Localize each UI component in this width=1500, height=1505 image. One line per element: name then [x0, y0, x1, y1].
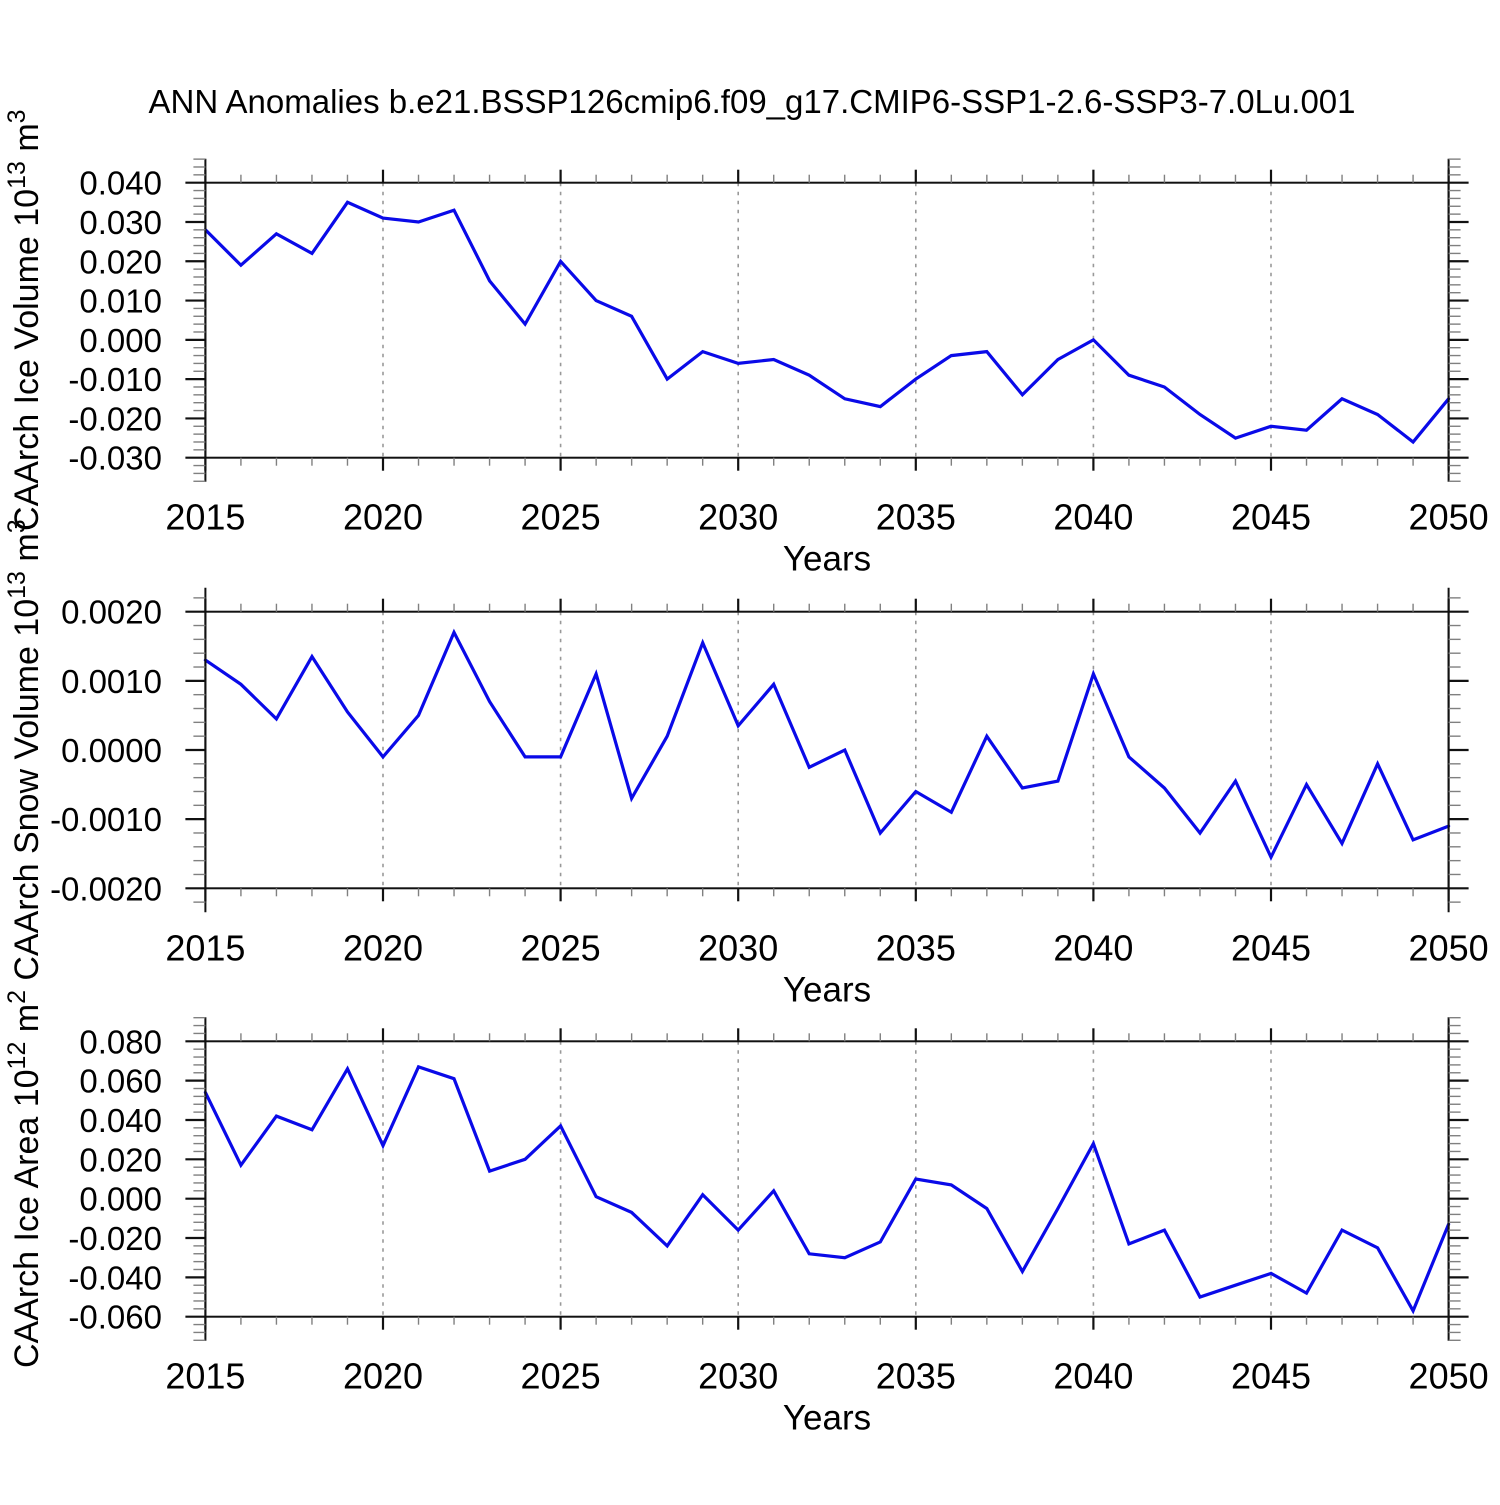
y-tick-label: 0.0000 [61, 732, 162, 769]
x-tick-label: 2015 [165, 927, 245, 968]
plot-frame [204, 181, 1450, 459]
x-tick-label: 2045 [1231, 927, 1311, 968]
y-tick-label: 0.060 [79, 1063, 162, 1100]
plot-frame [204, 610, 1450, 890]
x-tick-label: 2035 [876, 497, 956, 538]
y-tick-label: -0.030 [68, 440, 162, 477]
data-line-ice-volume [203, 200, 1451, 445]
y-tick-label: 0.0020 [61, 594, 162, 631]
x-tick-label: 2020 [343, 927, 423, 968]
x-tick-label: 2040 [1053, 927, 1133, 968]
y-tick-label: 0.030 [79, 204, 162, 241]
y-axis-title: CAArch Ice Area 1012 m2 [3, 990, 46, 1368]
y-tick-label: 0.040 [79, 1102, 162, 1139]
x-axis-title: Years [783, 1399, 871, 1438]
y-tick-label: 0.010 [79, 283, 162, 320]
y-axis-title: CAArch Ice Volume 1013 m3 [3, 109, 46, 531]
y-tick-label: 0.080 [79, 1023, 162, 1060]
charts-root: -0.030-0.020-0.0100.0000.0100.0200.0300.… [3, 109, 1489, 1437]
x-tick-label: 2025 [521, 497, 601, 538]
y-tick-label: -0.0020 [50, 870, 162, 907]
chart-ice-area: -0.060-0.040-0.0200.0000.0200.0400.0600.… [3, 990, 1489, 1438]
x-tick-label: 2040 [1053, 497, 1133, 538]
x-tick-label: 2050 [1409, 497, 1489, 538]
y-tick-label: -0.040 [68, 1259, 162, 1296]
x-tick-label: 2030 [698, 927, 778, 968]
chart-snow-volume: -0.0020 -0.0010 0.0000 0.0010 0.0020 2015 2020… [3, 519, 1489, 1009]
y-tick-label: 0.0010 [61, 663, 162, 700]
y-tick-label: -0.020 [68, 1220, 162, 1257]
x-tick-label: 2030 [698, 1356, 778, 1397]
x-tick-label: 2015 [165, 1356, 245, 1397]
data-line-snow-volume [203, 628, 1451, 861]
x-tick-label: 2050 [1409, 1356, 1489, 1397]
x-tick-label: 2035 [876, 927, 956, 968]
y-tick-label: 0.020 [79, 1141, 162, 1178]
y-tick-label: 0.040 [79, 165, 162, 202]
y-tick-label: 0.000 [79, 1181, 162, 1218]
x-tick-label: 2015 [165, 497, 245, 538]
x-tick-label: 2025 [521, 1356, 601, 1397]
x-tick-label: 2040 [1053, 1356, 1133, 1397]
y-tick-label: -0.010 [68, 361, 162, 398]
x-axis-title: Years [783, 970, 871, 1009]
x-tick-label: 2020 [343, 497, 423, 538]
y-tick-label: -0.0010 [50, 801, 162, 838]
x-tick-label: 2050 [1409, 927, 1489, 968]
y-tick-label: -0.060 [68, 1299, 162, 1336]
y-tick-label: 0.020 [79, 243, 162, 280]
y-tick-label: 0.000 [79, 322, 162, 359]
figure-title: ANN Anomalies b.e21.BSSP126cmip6.f09_g17… [148, 83, 1355, 120]
x-tick-label: 2045 [1231, 497, 1311, 538]
x-axis-title: Years [783, 540, 871, 579]
x-tick-label: 2045 [1231, 1356, 1311, 1397]
y-axis-title: CAArch Snow Volume 1013 m3 [3, 519, 46, 980]
data-line-ice-area [203, 1064, 1451, 1315]
x-tick-label: 2025 [521, 927, 601, 968]
y-tick-label: -0.020 [68, 400, 162, 437]
chart-ice-volume: -0.030-0.020-0.0100.0000.0100.0200.0300.… [3, 109, 1489, 578]
x-tick-label: 2020 [343, 1356, 423, 1397]
x-tick-label: 2030 [698, 497, 778, 538]
x-tick-label: 2035 [876, 1356, 956, 1397]
